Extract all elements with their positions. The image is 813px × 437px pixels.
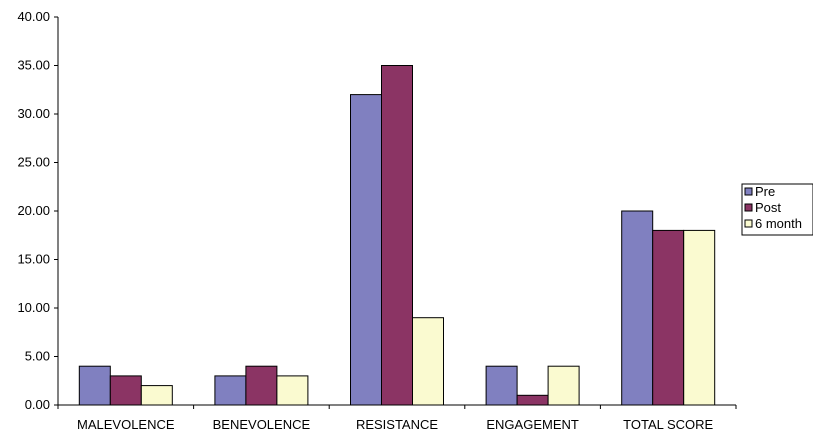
y-tick-label: 40.00 <box>17 9 50 24</box>
x-axis: MALEVOLENCE BENEVOLENCE RESISTANCE ENGAGEME… <box>57 404 737 432</box>
legend-label: Pre <box>755 184 775 199</box>
x-category-label: MALEVOLENCE <box>77 417 175 432</box>
bar-6-month-benevolence <box>276 375 309 406</box>
legend-swatch <box>744 203 753 212</box>
bar-post-malevolence <box>109 375 142 406</box>
bar-pre-total-score <box>621 210 654 406</box>
bar-6-month-engagement <box>547 365 580 406</box>
bars <box>78 65 716 406</box>
bar-pre-malevolence <box>78 365 111 406</box>
bar-post-total-score <box>652 229 685 406</box>
bar-6-month-resistance <box>412 317 444 406</box>
legend-label: 6 month <box>755 216 802 231</box>
legend-swatch <box>744 187 753 196</box>
x-category-label: BENEVOLENCE <box>213 417 311 432</box>
y-tick-label: 10.00 <box>17 300 50 315</box>
y-tick-label: 25.00 <box>17 155 50 170</box>
bar-6-month-total-score <box>683 229 716 406</box>
x-category-label: RESISTANCE <box>356 417 438 432</box>
x-category-label: TOTAL SCORE <box>623 417 713 432</box>
legend-label: Post <box>755 200 781 215</box>
bar-pre-resistance <box>350 94 382 406</box>
y-tick-label: 0.00 <box>25 397 50 412</box>
bar-post-engagement <box>516 394 549 406</box>
legend-box <box>741 183 813 236</box>
x-category-label: ENGAGEMENT <box>486 417 579 432</box>
y-tick-label: 5.00 <box>25 349 50 364</box>
bar-pre-benevolence <box>214 375 247 406</box>
y-tick-label: 15.00 <box>17 252 50 267</box>
y-tick-label: 30.00 <box>17 106 50 121</box>
bar-pre-engagement <box>485 365 518 406</box>
bar-post-resistance <box>381 65 413 406</box>
y-axis: 0.00 5.00 10.00 15.00 20.00 25.00 30.00 35.00 40… <box>17 9 59 412</box>
legend-swatch <box>744 219 753 228</box>
y-tick-label: 20.00 <box>17 203 50 218</box>
bar-6-month-malevolence <box>140 385 173 406</box>
bar-post-benevolence <box>245 365 278 406</box>
y-tick-label: 35.00 <box>17 58 50 73</box>
